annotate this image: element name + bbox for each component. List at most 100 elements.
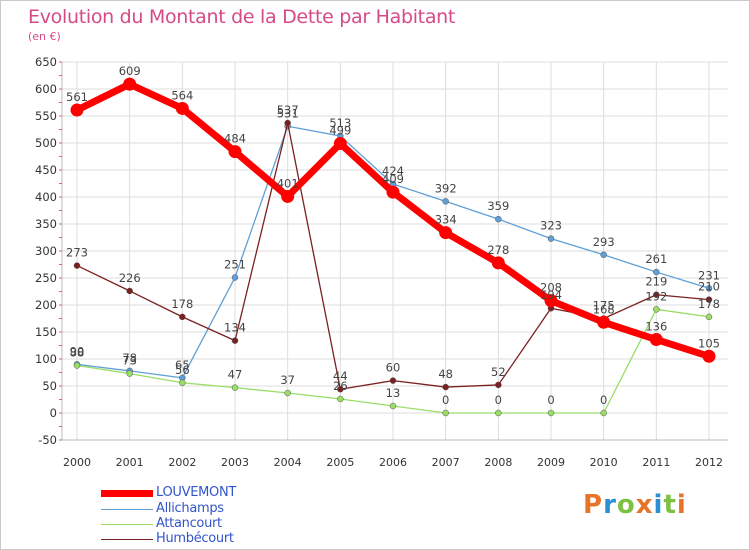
y-tick-label: 250 [35,271,57,285]
data-point [337,385,344,393]
data-label: 561 [66,90,88,104]
data-point [653,291,660,298]
data-label: 392 [435,181,457,195]
data-point [547,235,555,242]
x-tick-label: 2005 [326,456,354,469]
data-label: 210 [698,280,720,294]
x-tick-label: 2003 [221,456,249,469]
x-tick-label: 2011 [642,456,670,469]
data-label: 251 [224,257,246,271]
data-label: 334 [435,213,457,227]
axis-layer: -500501001502002503003504004505005506006… [35,55,728,469]
data-point [126,370,133,377]
data-label: 37 [280,373,295,387]
logo-letter: i [676,490,687,520]
data-label: 537 [277,103,299,117]
data-label: 531 [277,106,299,120]
data-label: 105 [698,336,720,350]
x-tick-label: 2010 [590,456,618,469]
chart-subtitle: (en €) [28,30,61,43]
data-point [544,294,558,308]
data-point [231,274,239,281]
data-label: 273 [66,246,88,260]
data-point [389,377,397,384]
data-point [442,383,449,391]
data-label: 424 [382,164,404,178]
legend-label: Attancourt [156,516,222,531]
data-label: 175 [593,299,615,313]
y-tick-label: 400 [35,190,57,204]
logo-letter: i [653,490,664,520]
data-point [597,315,611,329]
logo-letter: r [603,490,617,520]
data-label: 0 [547,393,554,407]
data-point [705,296,713,303]
data-label: 564 [171,88,193,102]
legend-swatch [101,539,153,540]
data-point [281,189,295,203]
data-point [495,381,502,389]
data-point [333,137,347,151]
data-label: 47 [228,368,243,382]
y-tick-label: 350 [35,217,57,231]
data-point [705,285,713,292]
logo-letter: t [663,490,677,520]
data-label: 278 [487,243,509,257]
data-point [649,333,663,347]
data-point [231,337,239,344]
data-point [386,185,400,199]
data-label: 194 [540,288,562,302]
legend-label: Allichamps [156,501,224,516]
x-tick-label: 2008 [484,456,512,469]
data-label: 208 [540,281,562,295]
data-label: 359 [487,199,509,213]
x-tick-label: 2001 [116,456,144,469]
x-tick-label: 2012 [695,456,723,469]
data-point [653,306,660,313]
data-point [284,389,291,397]
data-label: 78 [122,351,137,365]
data-point [495,215,502,223]
grid-layer [62,61,728,441]
data-label: 293 [593,235,615,249]
y-tick-label: 0 [50,406,57,420]
y-tick-label: 500 [35,136,57,150]
data-label: 134 [224,321,246,335]
legend-swatch [101,490,153,497]
data-point [600,251,607,259]
data-label: 73 [122,354,137,368]
x-tick-label: 2007 [432,456,460,469]
data-label: 44 [333,369,348,383]
chart-title: Evolution du Montant de la Dette par Hab… [28,6,456,28]
data-label: 56 [175,363,190,377]
y-tick-label: 200 [35,298,57,312]
data-label: 88 [70,345,85,359]
data-point [442,409,449,417]
data-point [702,349,716,363]
data-point [439,226,453,240]
data-label: 178 [698,297,720,311]
data-label: 409 [382,172,404,186]
logo-letter: P [583,490,604,520]
data-point [653,268,660,276]
data-label: 13 [386,386,401,400]
x-tick-label: 2006 [379,456,407,469]
y-tick-label: 150 [35,325,57,339]
data-label: 499 [329,124,351,138]
data-point [70,103,84,117]
data-label-layer: 90 78 65 251 531 513 424 392 359 323 293 261 231 88 73… [66,64,720,407]
y-tick-label: 300 [35,244,57,258]
data-label: 0 [600,393,607,407]
data-label: 136 [645,320,667,334]
data-label: 192 [645,289,667,303]
logo-letter: o [616,490,636,520]
logo-letter: x [635,490,654,520]
data-label: 48 [438,367,453,381]
data-point [491,256,505,270]
y-tick-label: -50 [38,433,57,447]
data-label: 484 [224,132,246,146]
data-point [73,262,81,269]
data-point [547,409,555,417]
data-point [705,313,713,321]
